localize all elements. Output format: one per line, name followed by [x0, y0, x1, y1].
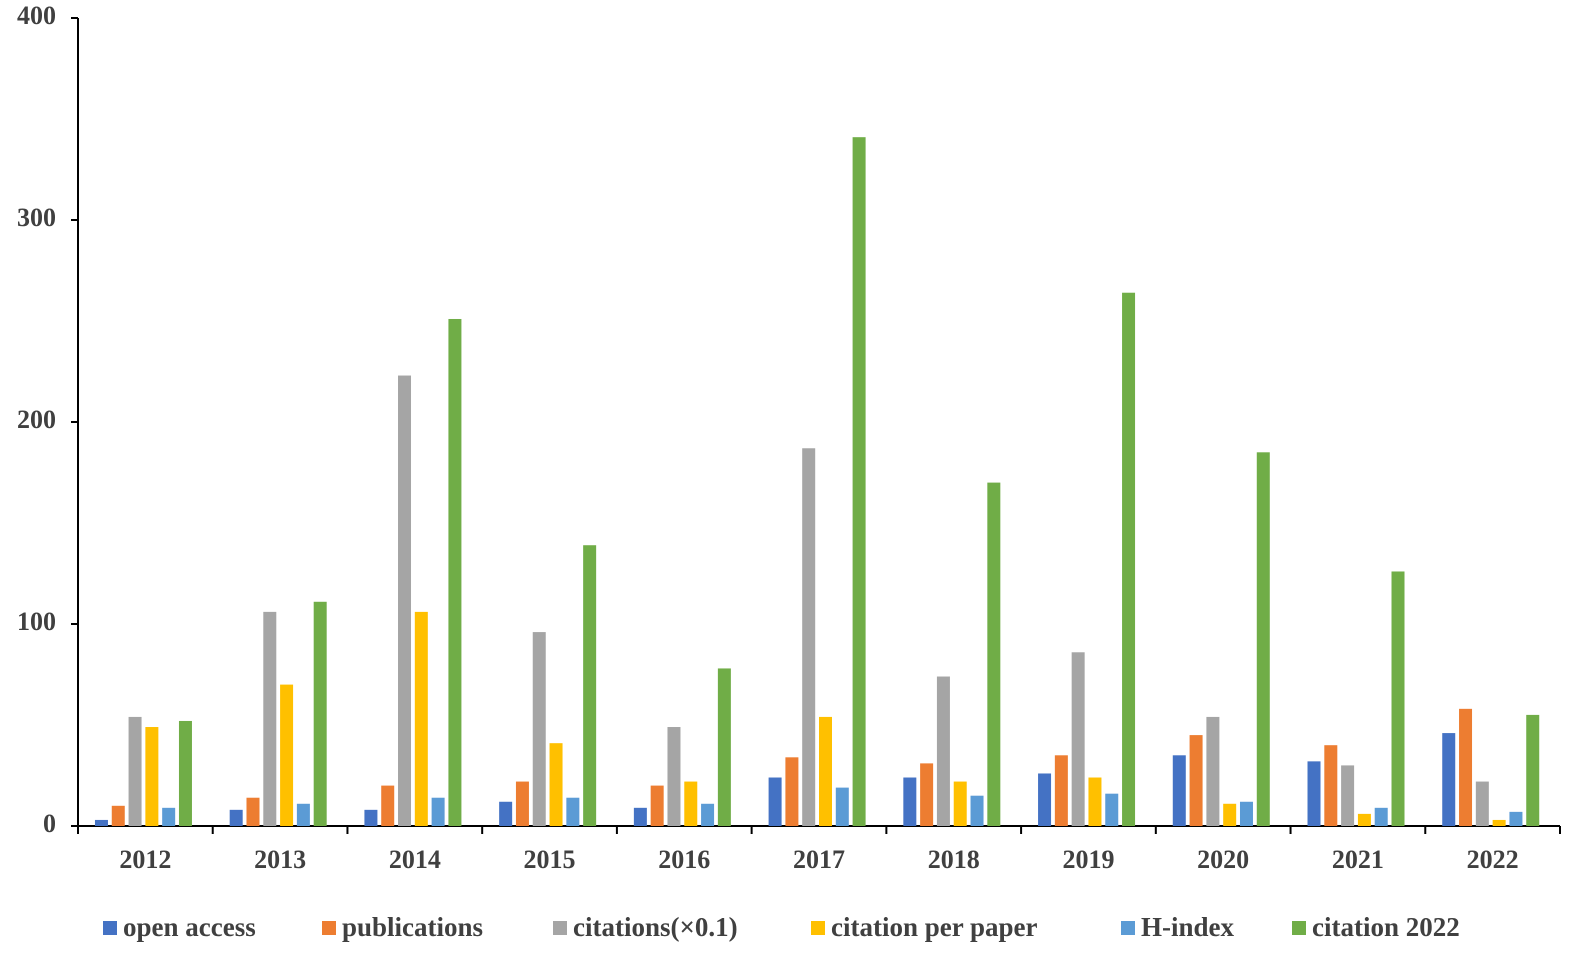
bar: [431, 797, 445, 826]
bar: [717, 668, 731, 826]
bar: [499, 801, 513, 826]
y-tick-label: 300: [17, 203, 56, 232]
bar: [768, 777, 782, 826]
bar: [1391, 571, 1405, 826]
legend-label: citations(×0.1): [573, 912, 738, 942]
y-tick-label: 100: [17, 607, 56, 636]
bar: [1105, 793, 1119, 826]
y-tick-label: 200: [17, 405, 56, 434]
bar: [263, 611, 277, 826]
x-tick-label: 2014: [389, 845, 441, 874]
bar: [178, 720, 192, 826]
bar: [1122, 292, 1136, 827]
x-tick-label: 2022: [1467, 845, 1519, 874]
bar: [852, 137, 866, 826]
legend-marker: [103, 921, 117, 935]
x-tick-label: 2021: [1332, 845, 1384, 874]
bar: [1526, 714, 1540, 826]
legend-marker: [811, 921, 825, 935]
bar: [128, 716, 142, 826]
bar: [1341, 765, 1355, 826]
bar: [650, 785, 664, 826]
bar: [162, 807, 176, 826]
bar: [1492, 819, 1506, 826]
bar: [1223, 803, 1237, 826]
bar: [987, 482, 1001, 826]
bar: [1239, 801, 1253, 826]
bar: [785, 757, 799, 826]
bar: [1256, 452, 1270, 826]
bar: [1038, 773, 1052, 826]
legend-label: H-index: [1141, 912, 1235, 942]
bar: [903, 777, 917, 826]
x-tick-label: 2012: [119, 845, 171, 874]
legend-marker: [1292, 921, 1306, 935]
bar: [701, 803, 715, 826]
bar: [1054, 755, 1068, 826]
legend-marker: [322, 921, 336, 935]
legend-marker: [553, 921, 567, 935]
legend-label: publications: [342, 912, 483, 942]
bar: [970, 795, 984, 826]
bar: [398, 375, 412, 826]
bar: [94, 819, 108, 826]
bar: [1088, 777, 1102, 826]
bar: [381, 785, 395, 826]
bar: [802, 448, 816, 826]
bar: [414, 611, 428, 826]
y-tick-label: 400: [17, 1, 56, 30]
bar: [1459, 708, 1473, 826]
bar: [953, 781, 967, 826]
bar: [1475, 781, 1489, 826]
bar: [1374, 807, 1388, 826]
bar: [583, 545, 597, 826]
x-tick-label: 2015: [524, 845, 576, 874]
legend-marker: [1121, 921, 1135, 935]
bar: [448, 318, 462, 826]
bar: [566, 797, 580, 826]
bar: [1172, 755, 1186, 826]
bar: [633, 807, 647, 826]
bar: [936, 676, 950, 826]
bar: [246, 797, 260, 826]
bar: [145, 727, 159, 826]
bar: [1071, 652, 1085, 826]
bar: [667, 727, 681, 826]
legend-label: open access: [123, 912, 256, 942]
legend-label: citation per paper: [831, 912, 1037, 942]
legend-label: citation 2022: [1312, 912, 1460, 942]
x-tick-label: 2019: [1062, 845, 1114, 874]
bar: [280, 684, 294, 826]
y-tick-label: 0: [43, 809, 56, 838]
bar: [1324, 745, 1338, 826]
bar: [920, 763, 934, 826]
bar: [1206, 716, 1220, 826]
bar: [684, 781, 698, 826]
bar: [835, 787, 849, 826]
x-tick-label: 2017: [793, 845, 845, 874]
bar: [1307, 761, 1321, 826]
bar: [111, 805, 125, 826]
bar: [1509, 811, 1523, 826]
bar: [364, 809, 378, 826]
x-tick-label: 2020: [1197, 845, 1249, 874]
bar: [1357, 813, 1371, 826]
x-tick-label: 2016: [658, 845, 710, 874]
bar: [1442, 733, 1456, 826]
bar: [1189, 735, 1203, 826]
bar: [313, 601, 327, 826]
x-tick-label: 2013: [254, 845, 306, 874]
bar: [532, 632, 546, 826]
bar: [229, 809, 243, 826]
bar: [515, 781, 529, 826]
bar: [296, 803, 310, 826]
bar: [819, 716, 832, 826]
x-tick-label: 2018: [928, 845, 980, 874]
bar: [549, 743, 563, 826]
